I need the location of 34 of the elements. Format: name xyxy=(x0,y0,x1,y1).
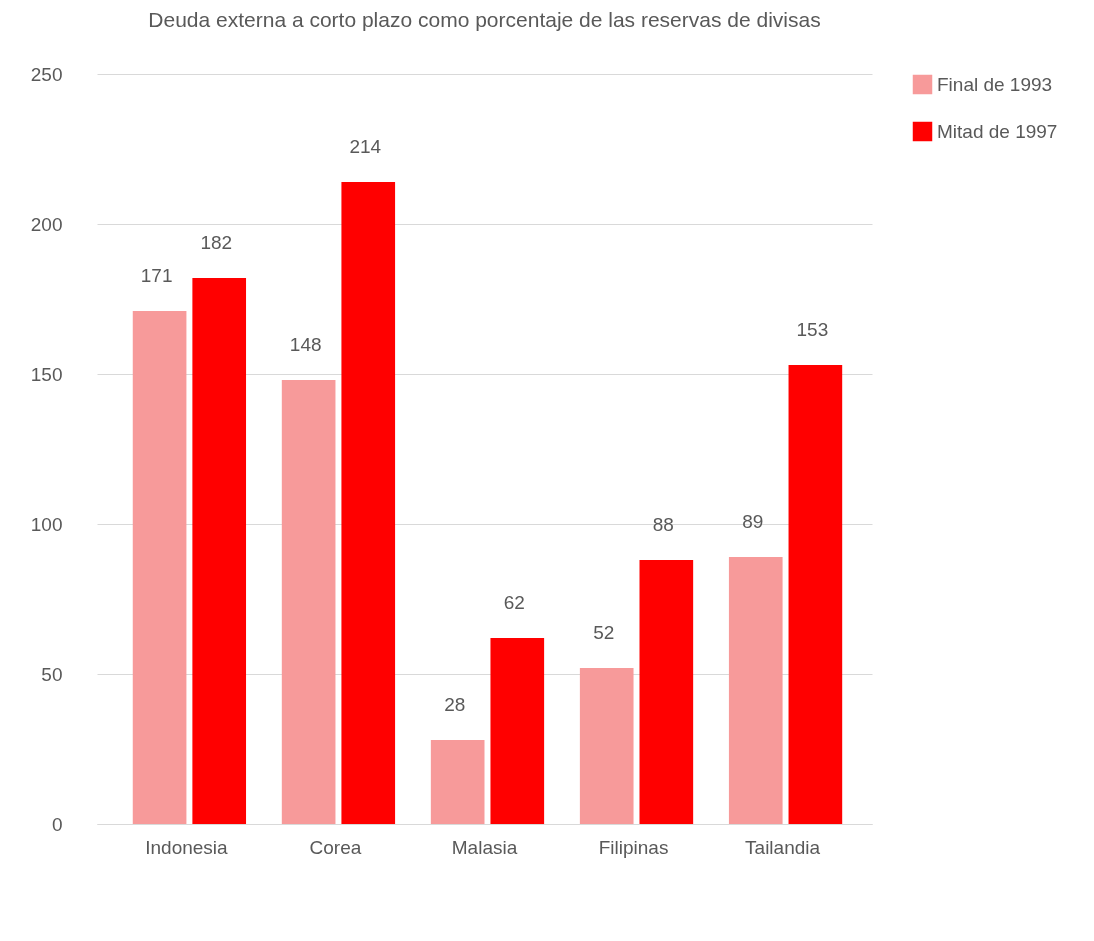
y-tick-label: 50 xyxy=(41,663,63,685)
x-tick-label: Indonesia xyxy=(145,836,229,858)
data-label: 148 xyxy=(289,334,322,355)
data-label: 182 xyxy=(200,232,233,253)
bar xyxy=(192,278,247,824)
data-label: 153 xyxy=(796,319,829,340)
data-label: 214 xyxy=(349,136,382,157)
data-label: 89 xyxy=(742,511,764,532)
x-tick-label: Malasia xyxy=(451,836,518,858)
data-label: 28 xyxy=(444,694,466,715)
bar xyxy=(728,557,783,824)
x-tick-label: Filipinas xyxy=(598,836,669,858)
data-label: 62 xyxy=(503,592,525,613)
bar xyxy=(579,668,634,824)
y-tick-label: 150 xyxy=(30,363,63,385)
legend-label: Mitad de 1997 xyxy=(937,120,1058,142)
y-tick-label: 100 xyxy=(30,513,63,535)
chart-title: Deuda externa a corto plazo como porcentaje de las reservas de divisas xyxy=(148,8,821,31)
bar xyxy=(281,380,336,824)
x-tick-label: Tailandia xyxy=(745,836,821,858)
data-label: 52 xyxy=(593,622,615,643)
data-label: 88 xyxy=(652,514,674,535)
bar xyxy=(788,365,843,824)
legend-label: Final de 1993 xyxy=(937,73,1053,95)
y-tick-label: 200 xyxy=(30,213,63,235)
y-tick-label: 250 xyxy=(30,63,63,85)
bar xyxy=(639,560,694,824)
bar xyxy=(132,311,187,824)
bar xyxy=(430,740,485,824)
y-tick-label: 0 xyxy=(51,813,63,835)
bar xyxy=(341,182,396,824)
x-tick-label: Corea xyxy=(309,836,362,858)
bar xyxy=(490,638,545,824)
data-label: 171 xyxy=(140,265,173,286)
